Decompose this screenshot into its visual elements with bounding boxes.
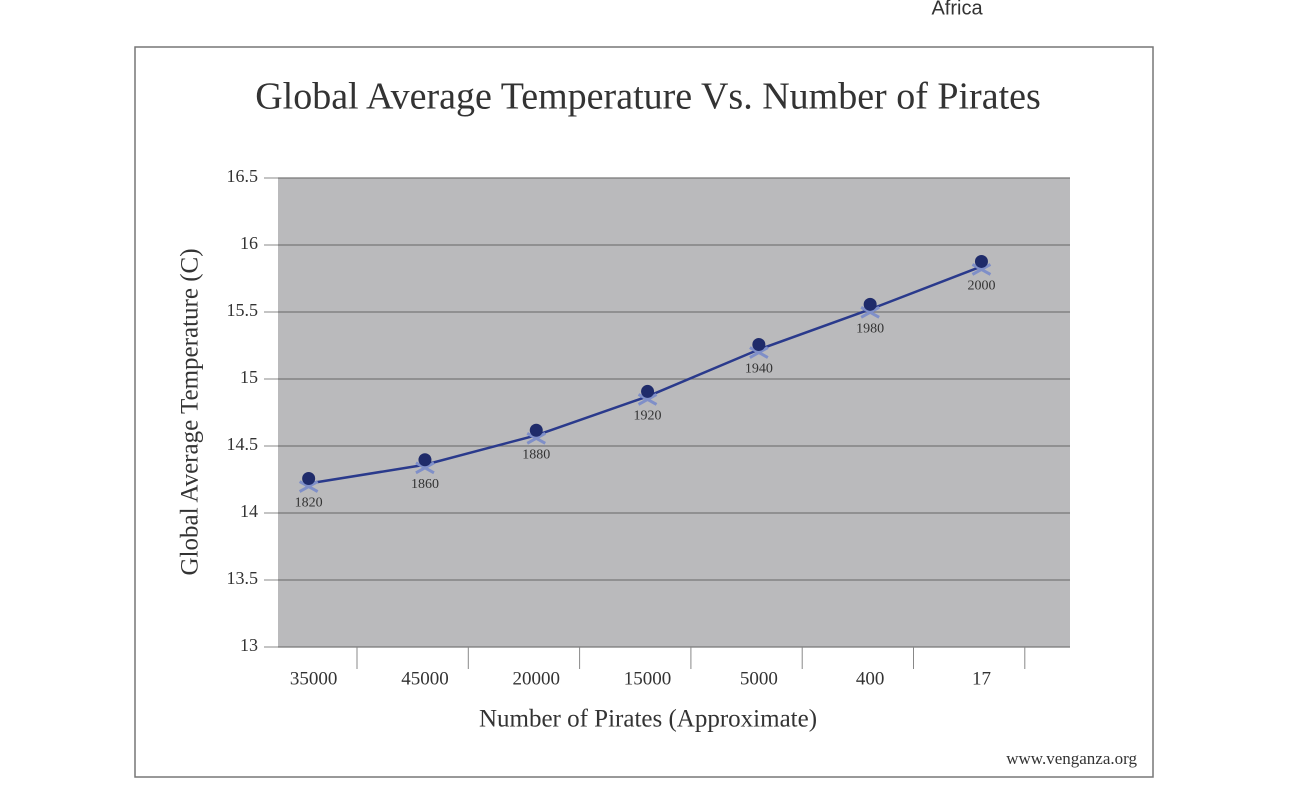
point-label: 2000 bbox=[967, 279, 995, 294]
crossbone bbox=[298, 480, 319, 493]
skull bbox=[418, 453, 432, 467]
crossbone bbox=[971, 263, 992, 276]
point-label: 1860 bbox=[411, 477, 439, 492]
y-axis-label: Global Average Temperature (C) bbox=[177, 248, 204, 575]
skull bbox=[302, 472, 316, 486]
skull-marker bbox=[526, 423, 546, 445]
skull bbox=[529, 423, 543, 437]
skull-marker bbox=[971, 254, 992, 276]
x-tick-label: 45000 bbox=[401, 668, 449, 689]
point-label: 1880 bbox=[522, 447, 550, 462]
point-label: 1820 bbox=[295, 496, 323, 511]
y-tick-label: 14 bbox=[240, 501, 258, 521]
crossbone bbox=[415, 461, 435, 475]
point-label: 1980 bbox=[856, 322, 884, 337]
crossbone bbox=[860, 306, 880, 319]
y-tick-label: 13 bbox=[240, 635, 258, 655]
y-tick-label: 13.5 bbox=[227, 568, 259, 588]
y-tick-label: 15.5 bbox=[227, 300, 259, 320]
point-label: 1920 bbox=[634, 409, 662, 424]
skull bbox=[863, 297, 877, 311]
source-note: www.venganza.org bbox=[1006, 749, 1137, 768]
point-label: 1940 bbox=[745, 362, 773, 377]
skull bbox=[752, 338, 766, 352]
x-tick-label: 20000 bbox=[513, 668, 561, 689]
crossbone bbox=[749, 346, 769, 359]
skull-marker bbox=[860, 297, 880, 319]
x-tick-label: 17 bbox=[972, 668, 991, 689]
cut-off-text: Africa bbox=[931, 0, 983, 19]
y-tick-label: 16.5 bbox=[227, 166, 259, 186]
skull bbox=[641, 384, 655, 398]
chart-title: Global Average Temperature Vs. Number of… bbox=[255, 76, 1041, 118]
x-tick-label: 15000 bbox=[624, 668, 672, 689]
y-tick-label: 14.5 bbox=[227, 434, 259, 454]
skull-marker bbox=[749, 338, 769, 359]
x-tick-label: 35000 bbox=[290, 668, 338, 689]
skull-marker bbox=[637, 384, 658, 406]
plot-area bbox=[278, 178, 1070, 647]
x-tick-label: 400 bbox=[856, 668, 885, 689]
y-tick-label: 15 bbox=[240, 367, 258, 387]
skull-marker bbox=[298, 472, 319, 493]
skull bbox=[974, 254, 988, 268]
x-axis-label: Number of Pirates (Approximate) bbox=[479, 706, 817, 733]
y-tick-label: 16 bbox=[240, 233, 258, 253]
skull-marker bbox=[415, 453, 435, 475]
crossbone bbox=[526, 431, 546, 445]
crossbone bbox=[637, 393, 658, 406]
x-tick-label: 5000 bbox=[740, 668, 778, 689]
